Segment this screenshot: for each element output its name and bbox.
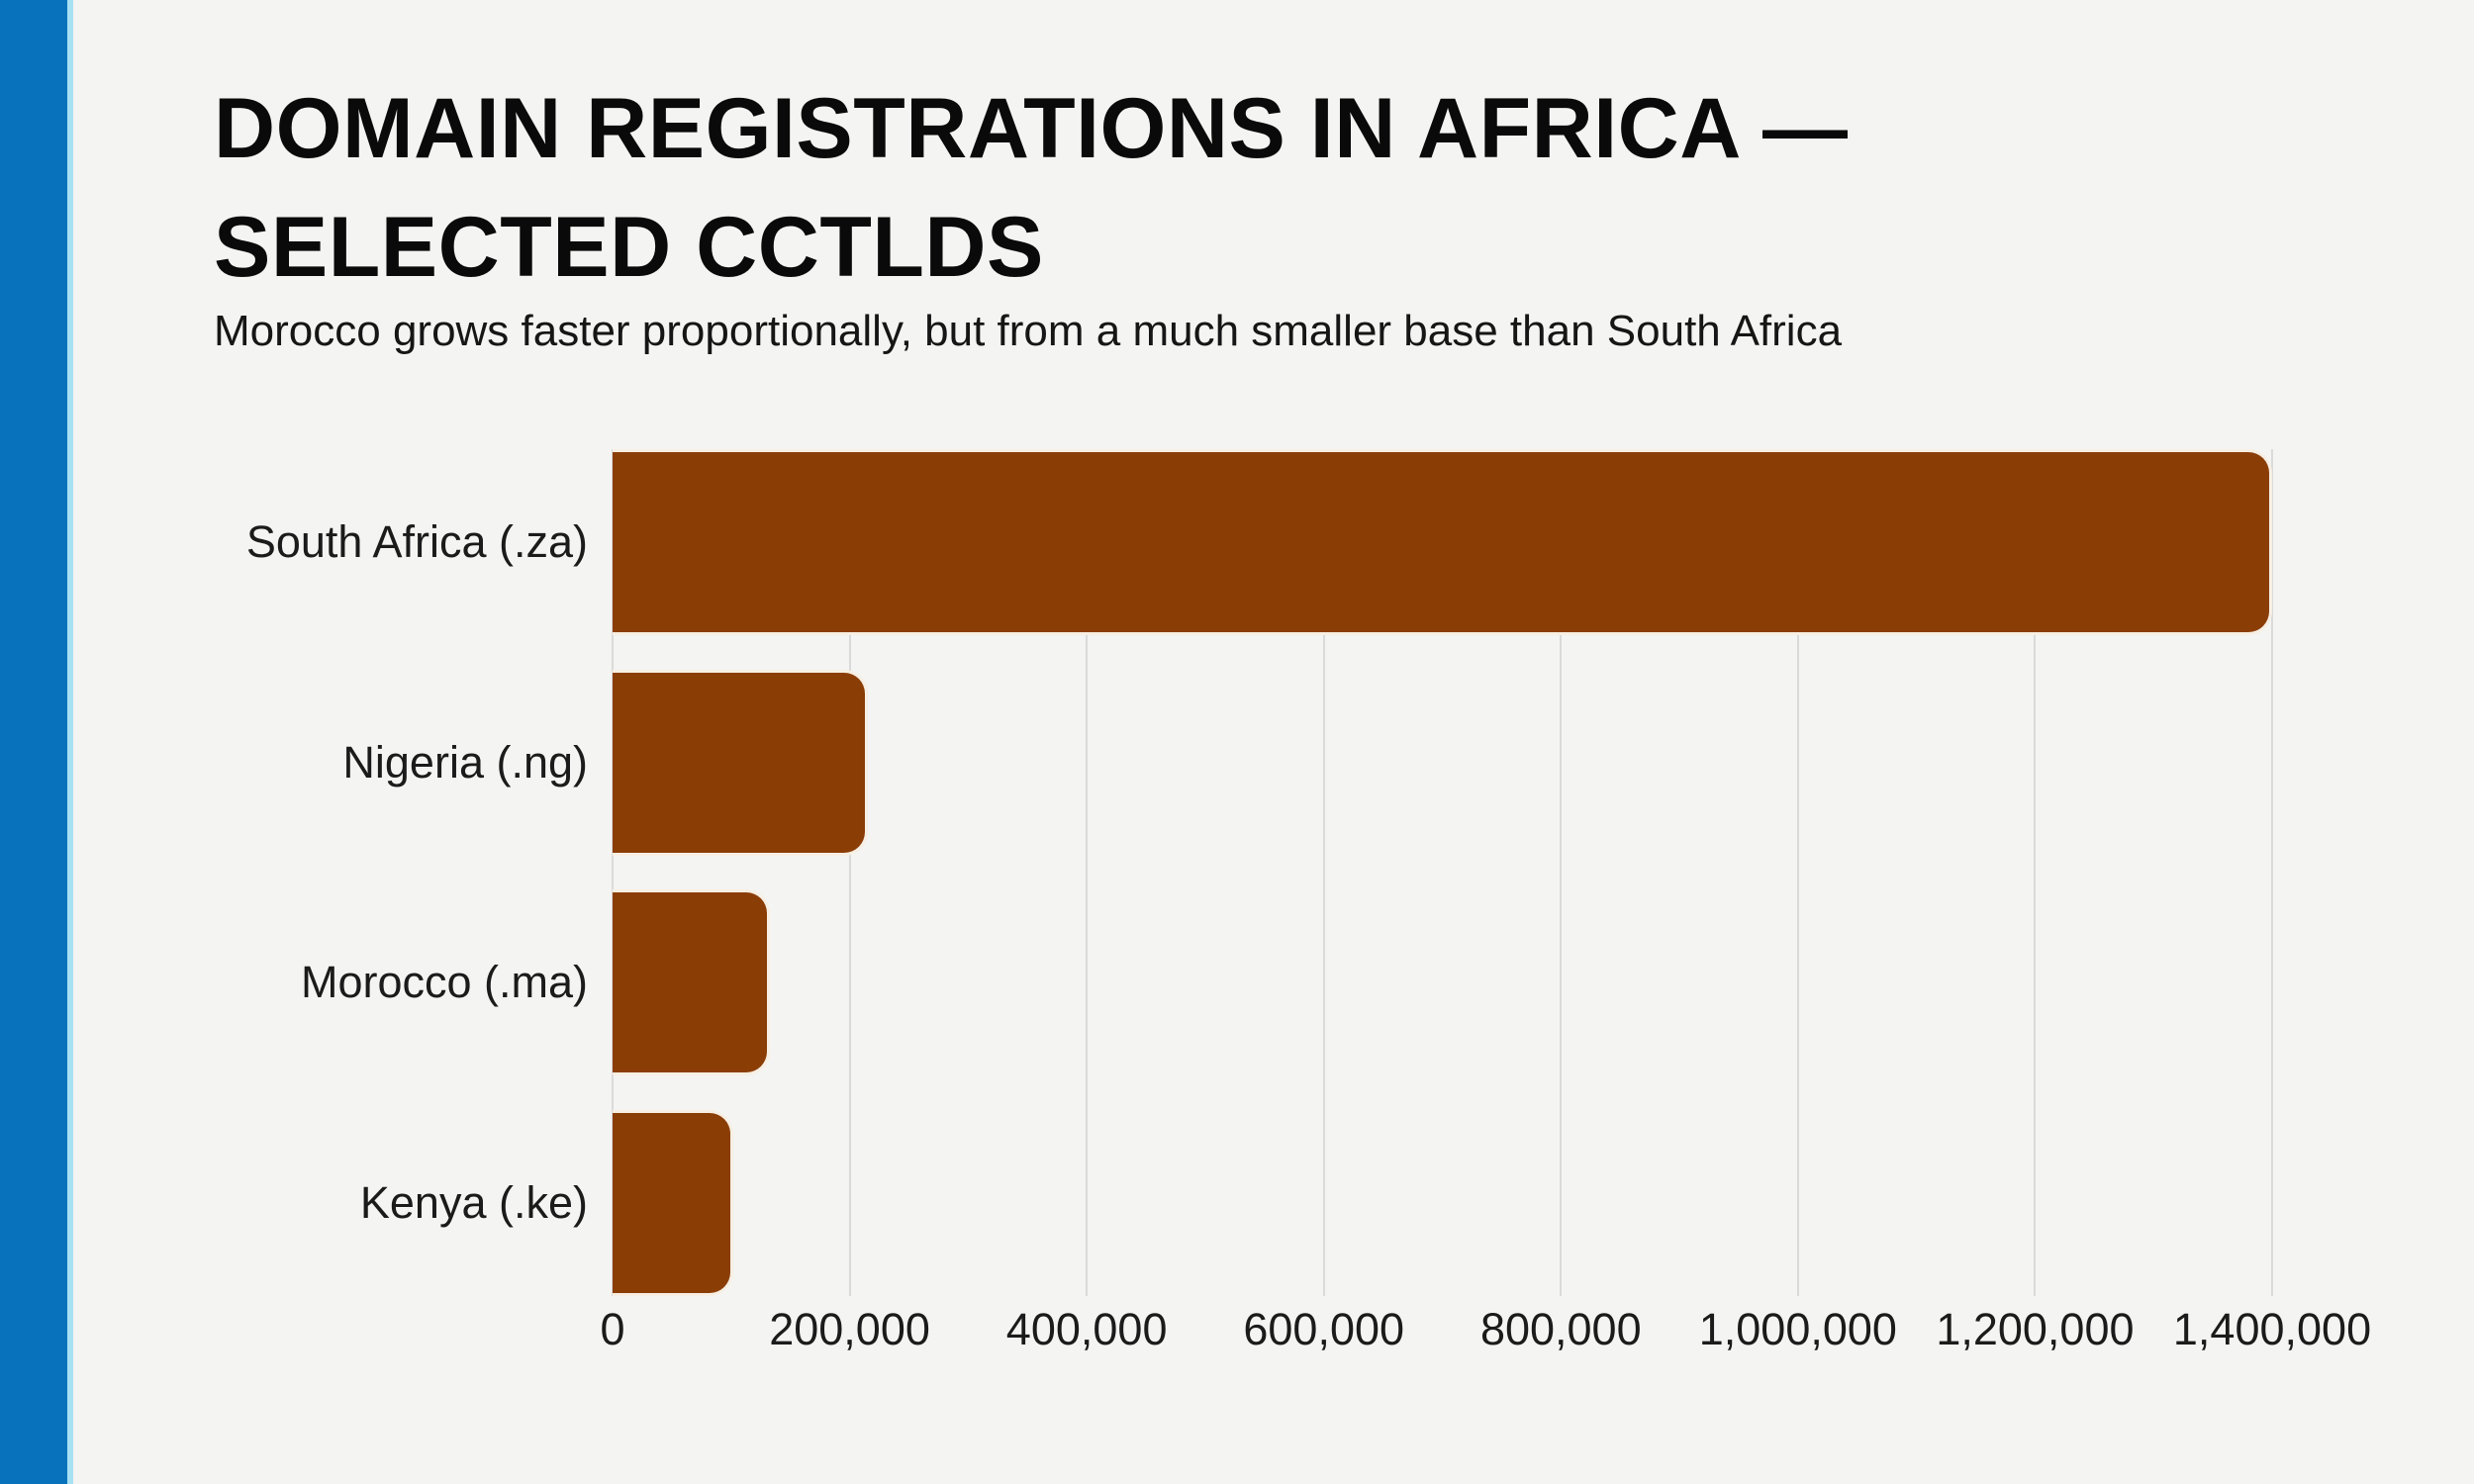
- plot-area: [612, 449, 2273, 1296]
- bar-nigeria-ng: [613, 670, 868, 856]
- gridline-0: [612, 449, 614, 1296]
- gridline-1000000: [1796, 449, 1799, 1296]
- gridline-800000: [1560, 449, 1563, 1296]
- x-axis-tick-label: 600,000: [1243, 1304, 1405, 1354]
- category-label-kenya-ke: Kenya (.ke): [359, 1177, 588, 1228]
- gridline-1200000: [2034, 449, 2037, 1296]
- x-axis-tick-label: 1,000,000: [1698, 1304, 1897, 1354]
- gridline-200000: [848, 449, 851, 1296]
- category-label-nigeria-ng: Nigeria (.ng): [342, 737, 588, 788]
- gridline-1400000: [2271, 449, 2273, 1296]
- left-accent-stripe: [0, 0, 67, 1484]
- x-axis-tick-label: 200,000: [769, 1304, 930, 1354]
- category-label-south-africa-za: South Africa (.za): [245, 516, 588, 567]
- bar-south-africa-za: [613, 449, 2272, 635]
- x-axis-tick-label: 400,000: [1005, 1304, 1168, 1354]
- x-axis-tick-label: 800,000: [1479, 1304, 1642, 1354]
- chart-title-line2: SELECTED CCTLDS: [214, 200, 1044, 295]
- value-axis: 0 200,000 400,000 600,000 800,000 1,000,000 1,…: [600, 1304, 2371, 1373]
- chart-subtitle: Morocco grows faster proportionally, but…: [214, 307, 1843, 355]
- bar-morocco-ma: [613, 889, 770, 1075]
- gridline-600000: [1322, 449, 1325, 1296]
- x-axis-tick-label: 0: [600, 1304, 625, 1354]
- x-axis-tick-label: 1,200,000: [1936, 1304, 2135, 1354]
- left-accent-stripe-edge: [67, 0, 73, 1484]
- bar-kenya-ke: [613, 1110, 733, 1296]
- category-axis: South Africa (.za) Nigeria (.ng) Morocco (…: [0, 449, 588, 1296]
- category-label-morocco-ma: Morocco (.ma): [300, 957, 588, 1007]
- chart-title-line1: DOMAIN REGISTRATIONS IN AFRICA —: [214, 81, 1849, 176]
- chart-title: DOMAIN REGISTRATIONS IN AFRICA — SELECTED…: [214, 69, 1849, 307]
- gridline-400000: [1086, 449, 1089, 1296]
- x-axis-tick-label: 1,400,000: [2172, 1304, 2372, 1354]
